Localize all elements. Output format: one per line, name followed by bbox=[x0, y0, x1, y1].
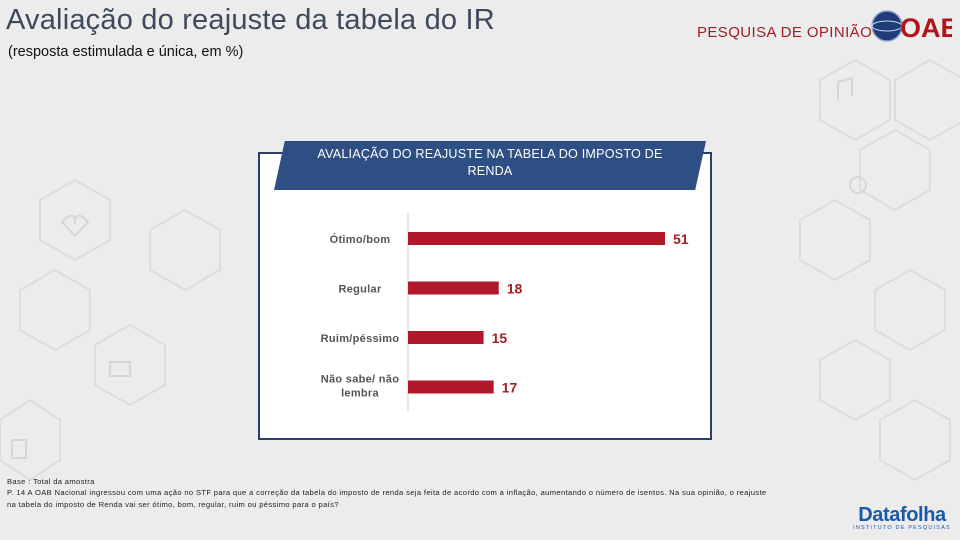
page-subtitle: (resposta estimulada e única, em %) bbox=[8, 44, 244, 60]
chart-title: AVALIAÇÃO DO REAJUSTE NA TABELA DO IMPOS… bbox=[317, 147, 663, 178]
chart-title-banner bbox=[274, 141, 706, 190]
category-label: Regular bbox=[338, 284, 381, 296]
data-label: 51 bbox=[673, 231, 689, 247]
oab-logo: OAB bbox=[871, 10, 952, 43]
footnote-base: Base : Total da amostra bbox=[7, 477, 95, 486]
page-title: Avaliação do reajuste da tabela do IR bbox=[6, 4, 495, 36]
category-label: Ótimo/bom bbox=[330, 233, 391, 246]
datafolha-subtitle: INSTITUTO DE PESQUISAS bbox=[853, 525, 951, 531]
category-label: Não sabe/ não lembra bbox=[321, 374, 399, 400]
datafolha-logo: Datafolha INSTITUTO DE PESQUISAS bbox=[852, 505, 952, 532]
datafolha-name: Datafolha bbox=[858, 504, 946, 526]
bar bbox=[408, 331, 484, 344]
category-label: Ruim/péssimo bbox=[321, 333, 400, 345]
footnote-question-line1: P. 14 A OAB Nacional ingressou com uma a… bbox=[7, 488, 767, 498]
data-label: 18 bbox=[507, 281, 523, 297]
footnote-question-line2: na tabela do imposto de Renda vai ser ót… bbox=[7, 499, 339, 509]
bar bbox=[408, 380, 494, 394]
pesquisa-de-opiniao-label: PESQUISA DE OPINIÃO bbox=[697, 24, 873, 41]
bar bbox=[408, 281, 499, 295]
data-label: 17 bbox=[502, 380, 518, 396]
svg-text:OAB: OAB bbox=[900, 13, 952, 43]
data-label: 15 bbox=[492, 330, 508, 346]
footnote: Base : Total da amostra P. 14 A OAB Naci… bbox=[7, 476, 837, 510]
bar bbox=[408, 232, 665, 245]
